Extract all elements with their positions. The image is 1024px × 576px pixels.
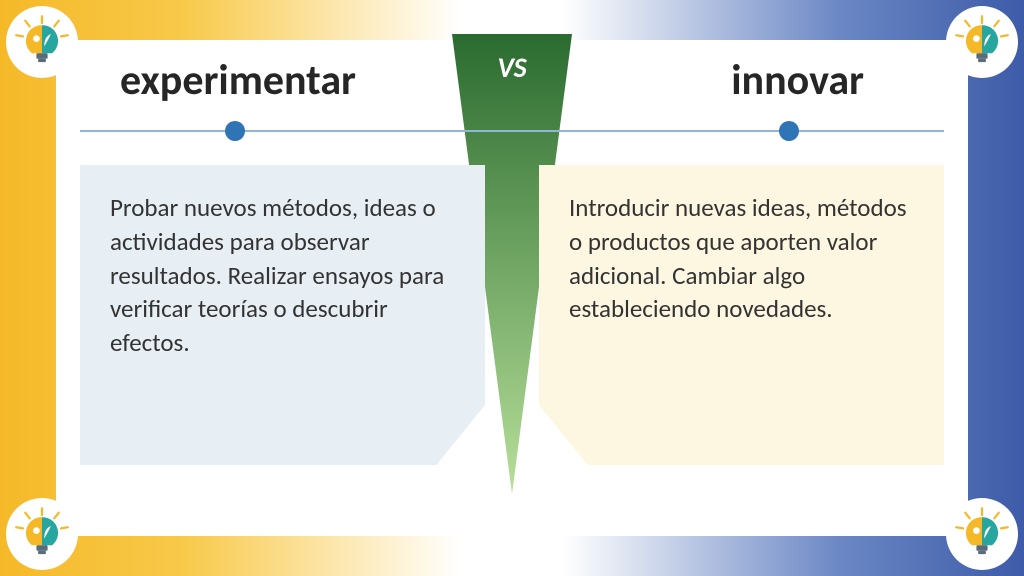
corner-icon-tr xyxy=(946,6,1018,78)
box-right: Introducir nuevas ideas, métodos o produ… xyxy=(539,165,944,465)
vs-label: VS xyxy=(497,50,526,85)
lightbulb-icon xyxy=(14,14,70,70)
title-left: experimentar xyxy=(120,55,356,106)
divider-dot-right xyxy=(779,121,799,141)
corner-icon-br xyxy=(946,498,1018,570)
box-left-body: Probar nuevos métodos, ideas o actividad… xyxy=(110,192,444,358)
box-right-body: Introducir nuevas ideas, métodos o produ… xyxy=(569,192,907,324)
lightbulb-icon xyxy=(14,506,70,562)
lightbulb-icon xyxy=(954,506,1010,562)
divider-dot-left xyxy=(225,121,245,141)
corner-icon-bl xyxy=(6,498,78,570)
divider-line xyxy=(80,130,944,132)
corner-icon-tl xyxy=(6,6,78,78)
title-right: innovar xyxy=(731,55,864,106)
box-left: Probar nuevos métodos, ideas o actividad… xyxy=(80,165,485,465)
lightbulb-icon xyxy=(954,14,1010,70)
